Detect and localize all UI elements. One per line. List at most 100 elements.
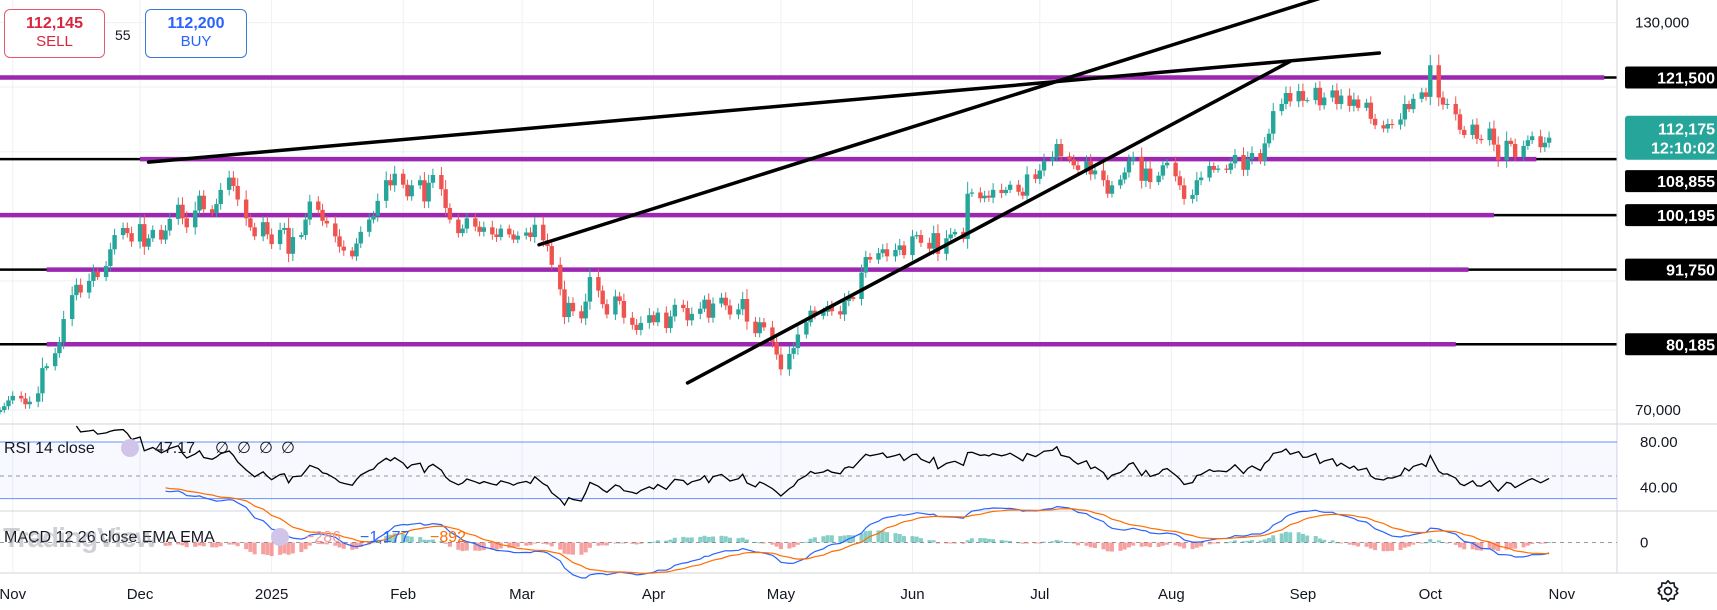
candle-body [1445,103,1450,105]
candle-body [880,249,885,254]
macd-histogram-bar [549,542,554,547]
candle-body [986,195,992,198]
sell-button[interactable]: 112,145 SELL [4,9,105,58]
candle-body [69,295,75,320]
candle-body [910,236,915,256]
candle-body [218,189,223,205]
candle-body [1478,138,1484,141]
macd-histogram-bar [558,542,563,550]
macd-histogram-bar [244,542,249,550]
macd-histogram-bar [986,538,991,543]
macd-histogram-bar [320,542,325,545]
candle-body [1143,168,1149,181]
macd-histogram-bar [261,542,266,555]
macd-histogram-bar [1216,542,1221,544]
candle-body [753,321,758,334]
macd-histogram-bar [723,536,728,543]
candle-body [617,296,622,301]
candle-body [821,311,826,316]
candle-body [702,299,707,309]
candle-body [710,303,716,318]
candle-body [876,253,881,260]
settings-gear-icon[interactable] [1655,578,1681,604]
macd-histogram-bar [532,542,537,544]
time-axis[interactable]: Nov Dec 2025 Feb Mar Apr May Jun Jul Aug Sep Oct Nov [0,586,1576,603]
macd-histogram-bar [630,542,635,544]
macd-histogram-bar [1160,542,1165,546]
candle-body [1474,124,1480,139]
candle-body [541,224,546,241]
candle-body [303,219,308,236]
candle-body [1538,136,1543,148]
rsi-legend-value: 47.17 [155,440,195,457]
macd-histogram-bar [1402,542,1407,548]
macd-histogram-bar [354,542,359,549]
rsi-pane [0,425,1617,507]
level-tag-label: 108,855 [1657,174,1715,191]
trendline [685,59,1292,385]
candle-body [999,189,1004,194]
macd-histogram-bar [829,535,834,543]
macd-histogram-bar [218,542,223,547]
candle-body [95,271,100,278]
macd-histogram-bar [214,542,219,548]
macd-histogram-bar [1530,542,1535,544]
candle-body [719,297,724,304]
candle-body [1007,184,1013,190]
macd-histogram-bar [685,537,690,543]
candle-body [426,182,431,202]
macd-histogram-bar [617,542,622,544]
candle-body [210,209,215,214]
macd-histogram-bar [1462,542,1467,550]
macd-histogram-bar [511,542,516,548]
macd-histogram-bar [409,536,414,543]
candle-body [795,334,801,349]
last-price-label: 112,175 [1658,122,1715,139]
macd-histogram-bar [795,542,800,545]
candle-body [1207,165,1212,178]
macd-histogram-bar [1165,542,1170,545]
candle-body [490,227,495,235]
candle-body [528,232,533,238]
candle-body [1258,153,1263,161]
candle-body [1504,140,1509,161]
macd-histogram-bar [655,540,660,543]
macd-histogram-bar [337,542,342,548]
candle-body [965,193,970,239]
candle-body [286,227,291,254]
macd-histogram-bar [1054,539,1059,543]
macd-histogram-bar [1190,542,1195,550]
macd-histogram-bar [1016,542,1021,544]
macd-histogram-bar [498,542,503,549]
candle-body [1512,144,1518,157]
candle-body [125,227,130,234]
macd-histogram-bar [1071,542,1076,544]
macd-histogram-bar [719,535,724,543]
candle-body [1529,136,1535,141]
macd-histogram-bar [439,540,444,543]
candle-body [129,233,134,242]
macd-histogram-bar [1228,541,1233,543]
macd-histogram-bar [388,534,393,543]
candle-body [400,173,406,185]
macd-histogram-bar [184,542,189,548]
macd-histogram-bar [566,542,571,555]
macd-histogram-bar [1131,542,1136,546]
rsi-settings-icon [121,439,139,457]
buy-price: 112,200 [167,15,225,32]
candle-body [1351,99,1357,106]
macd-histogram-bar [931,540,936,543]
macd-histogram-bar [1491,542,1496,550]
candle-body [532,224,537,238]
buy-button[interactable]: 112,200 BUY [145,9,247,58]
macd-histogram-bar [1445,542,1450,544]
candle-body [927,242,932,249]
candle-body [1215,168,1221,170]
price-axis[interactable]: 130,000 70,000 80.00 40.00 0 [1635,15,1689,552]
candle-body [260,222,266,237]
rsi-legend-extra: ∅ [215,440,229,457]
candle-body [6,400,11,407]
candle-body [740,299,745,310]
macd-histogram-bar [278,542,283,555]
